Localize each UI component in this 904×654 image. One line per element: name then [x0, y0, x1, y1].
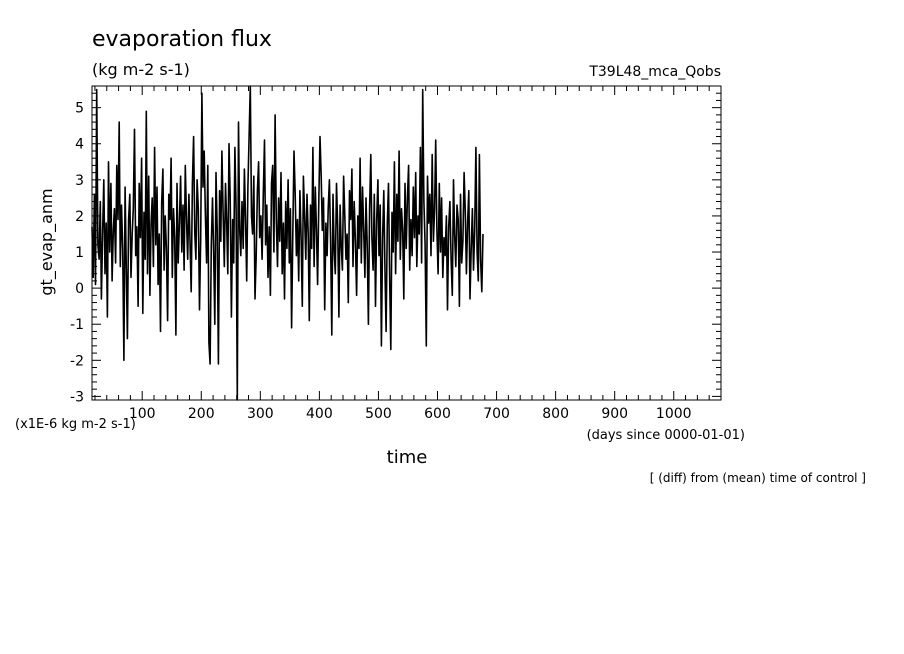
y-tick-label: 5: [75, 101, 84, 117]
x-tick-label: 400: [306, 406, 333, 422]
x-axis-label: time: [387, 447, 428, 468]
x-tick-label: 300: [247, 406, 274, 422]
x-tick-label: 1000: [656, 406, 692, 422]
y-axis-label: gt_evap_anm: [37, 188, 57, 295]
x-unit-note: (days since 0000-01-01): [587, 428, 745, 443]
x-tick-label: 500: [365, 406, 392, 422]
run-label: T39L48_mca_Qobs: [588, 64, 721, 80]
x-tick-label: 100: [129, 406, 156, 422]
y-tick-label: -1: [70, 317, 84, 333]
chart-subtitle: (kg m-2 s-1): [92, 60, 190, 79]
x-tick-label: 900: [601, 406, 628, 422]
x-tick-label: 700: [483, 406, 510, 422]
y-tick-label: 4: [75, 137, 84, 153]
x-tick-label: 200: [188, 406, 215, 422]
y-unit-note: (x1E-6 kg m-2 s-1): [15, 417, 136, 432]
y-tick-label: -2: [70, 353, 84, 369]
y-tick-label: 2: [75, 209, 84, 225]
chart-title: evaporation flux: [92, 27, 272, 52]
y-tick-label: 3: [75, 173, 84, 189]
footnote: [ (diff) from (mean) time of control ]: [650, 471, 866, 485]
y-tick-label: 0: [75, 281, 84, 297]
x-tick-label: 600: [424, 406, 451, 422]
plot-area: 100 200 300 400 500 600 700 800 900 1000 -3 -2 -1 0 1 2…: [70, 85, 722, 422]
y-tick-label: 1: [75, 245, 84, 261]
series-line: [91, 85, 484, 401]
y-tick-label: -3: [70, 389, 84, 405]
x-tick-label: 800: [542, 406, 569, 422]
